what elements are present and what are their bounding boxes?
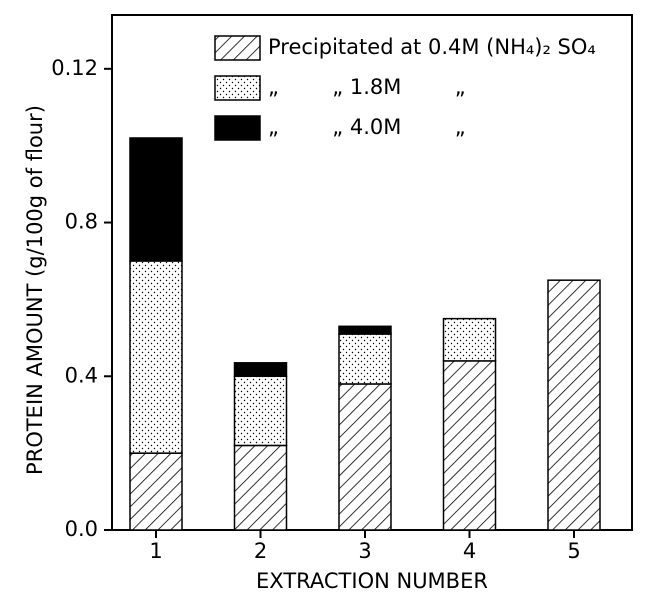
y-tick-label: 0.12 — [51, 56, 98, 80]
bar-segment — [338, 383, 392, 531]
y-tick-label: 0.0 — [65, 517, 98, 541]
legend-swatch — [214, 115, 261, 141]
x-tick-label: 5 — [567, 539, 580, 563]
legend-label: „ „ 1.8M „ — [268, 75, 466, 99]
x-tick-label: 2 — [254, 539, 267, 563]
x-axis-label: EXTRACTION NUMBER — [256, 569, 488, 593]
legend-swatch — [214, 35, 261, 61]
bar-segment — [442, 317, 497, 362]
bar-segment — [338, 333, 392, 385]
bar-segment — [338, 325, 392, 335]
bar-segment — [233, 362, 288, 378]
bar-segment — [129, 260, 183, 454]
y-axis-label: PROTEIN AMOUNT (g/100g of flour) — [23, 105, 47, 475]
legend-label: „ „ 4.0M „ — [268, 115, 466, 139]
bar-segment — [547, 279, 601, 531]
legend-swatch — [214, 75, 261, 101]
bar-segment — [129, 452, 183, 531]
x-tick-label: 4 — [463, 539, 476, 563]
y-tick-label: 0.8 — [65, 210, 98, 234]
bar-segment — [129, 137, 183, 262]
legend-label: Precipitated at 0.4M (NH₄)₂ SO₄ — [268, 35, 596, 59]
bar-segment — [233, 444, 288, 531]
bar-segment — [442, 360, 497, 531]
x-tick-label: 1 — [149, 539, 162, 563]
y-tick-label: 0.4 — [65, 363, 98, 387]
x-tick-label: 3 — [358, 539, 371, 563]
bar-segment — [233, 375, 288, 447]
